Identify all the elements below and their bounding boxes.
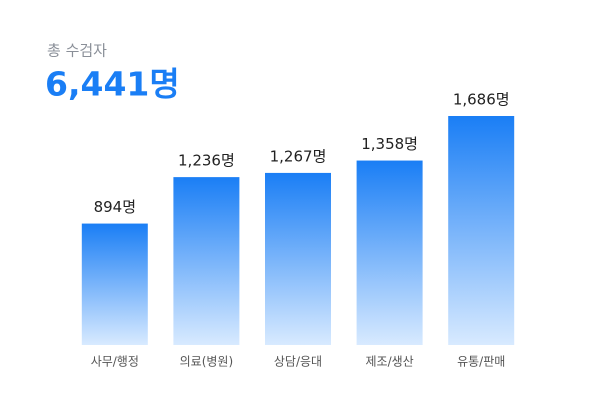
x-tick-label: 제조/생산 <box>365 355 413 369</box>
value-label: 1,236명 <box>178 152 235 170</box>
x-tick-label: 유통/판매 <box>457 355 505 369</box>
x-tick-label: 사무/행정 <box>91 354 139 369</box>
value-label: 1,686명 <box>453 91 510 109</box>
chart-subtitle: 총 수검자 <box>47 42 107 60</box>
bar <box>81 223 148 345</box>
value-label: 894명 <box>94 198 136 216</box>
value-label: 1,358명 <box>361 135 418 153</box>
bar <box>448 116 515 345</box>
x-tick-label: 상담/응대 <box>274 355 322 369</box>
x-tick-label: 의료(병원) <box>180 355 234 369</box>
value-label: 1,267명 <box>270 147 327 165</box>
chart-title: 6,441명 <box>45 65 180 104</box>
bar <box>265 172 331 345</box>
bar <box>356 160 423 345</box>
bar <box>173 177 240 345</box>
